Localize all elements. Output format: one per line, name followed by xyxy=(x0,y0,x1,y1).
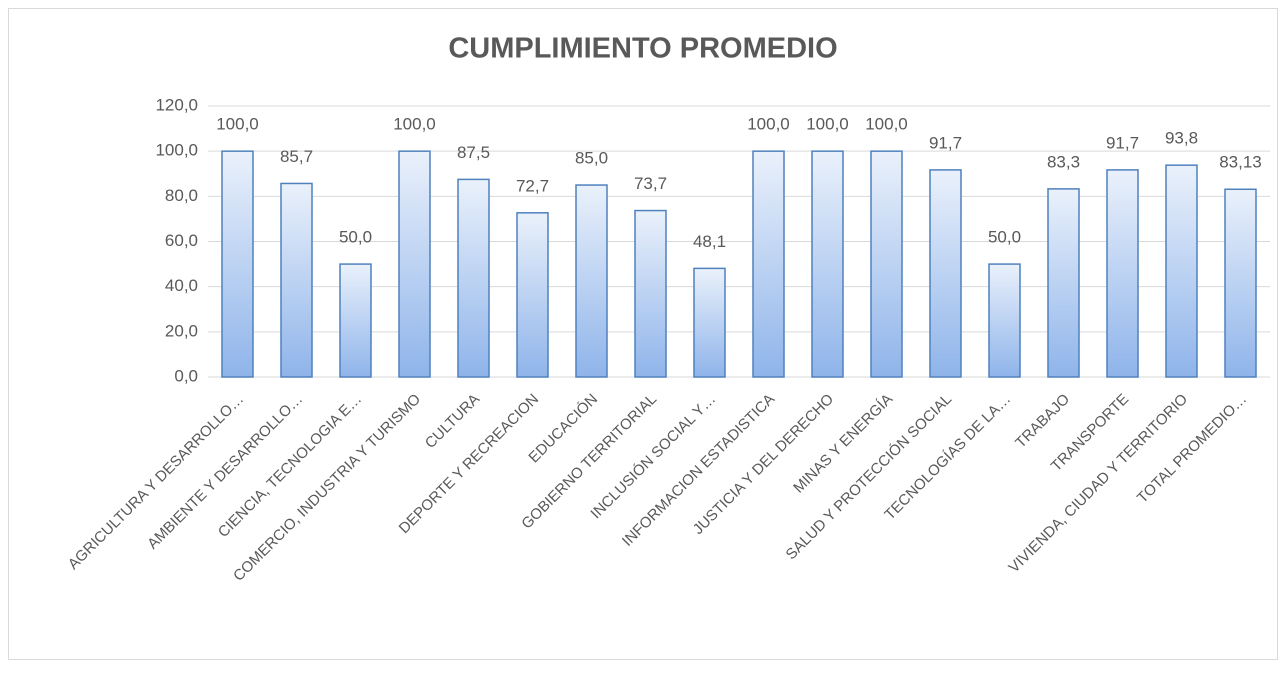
data-label: 48,1 xyxy=(693,232,726,251)
bar xyxy=(221,150,254,378)
data-label: 91,7 xyxy=(1106,133,1139,152)
data-label: 83,3 xyxy=(1047,152,1080,171)
data-label: 100,0 xyxy=(865,115,908,134)
bar xyxy=(1106,169,1139,378)
data-label: 87,5 xyxy=(457,143,490,162)
bar xyxy=(339,263,372,378)
data-label: 50,0 xyxy=(339,228,372,247)
data-label: 50,0 xyxy=(988,228,1021,247)
bar xyxy=(1165,164,1198,378)
bar xyxy=(280,182,313,378)
bar xyxy=(457,178,490,378)
bar xyxy=(870,150,903,378)
y-tick-label: 20,0 xyxy=(165,321,198,340)
data-label: 72,7 xyxy=(516,176,549,195)
y-tick-label: 80,0 xyxy=(165,186,198,205)
y-tick-label: 100,0 xyxy=(155,141,198,160)
bar xyxy=(398,150,431,378)
chart-title: CUMPLIMIENTO PROMEDIO xyxy=(448,33,837,65)
y-tick-label: 60,0 xyxy=(165,231,198,250)
data-label: 91,7 xyxy=(929,133,962,152)
data-label: 100,0 xyxy=(393,115,436,134)
bar xyxy=(1224,188,1257,378)
bar xyxy=(988,263,1021,378)
bar xyxy=(516,212,549,378)
bar xyxy=(1047,188,1080,378)
bar xyxy=(575,184,608,378)
bar xyxy=(811,150,844,378)
bar xyxy=(929,169,962,378)
bar xyxy=(693,267,726,378)
data-label: 100,0 xyxy=(216,115,259,134)
y-tick-label: 0,0 xyxy=(174,366,198,385)
data-label: 83,13 xyxy=(1219,153,1262,172)
bar xyxy=(634,209,667,378)
data-label: 85,0 xyxy=(575,149,608,168)
bar xyxy=(752,150,785,378)
data-label: 93,8 xyxy=(1165,129,1198,148)
data-label: 73,7 xyxy=(634,174,667,193)
data-label: 100,0 xyxy=(806,115,849,134)
data-label: 85,7 xyxy=(280,147,313,166)
y-tick-label: 120,0 xyxy=(155,95,198,114)
data-label: 100,0 xyxy=(747,115,790,134)
y-tick-label: 40,0 xyxy=(165,276,198,295)
